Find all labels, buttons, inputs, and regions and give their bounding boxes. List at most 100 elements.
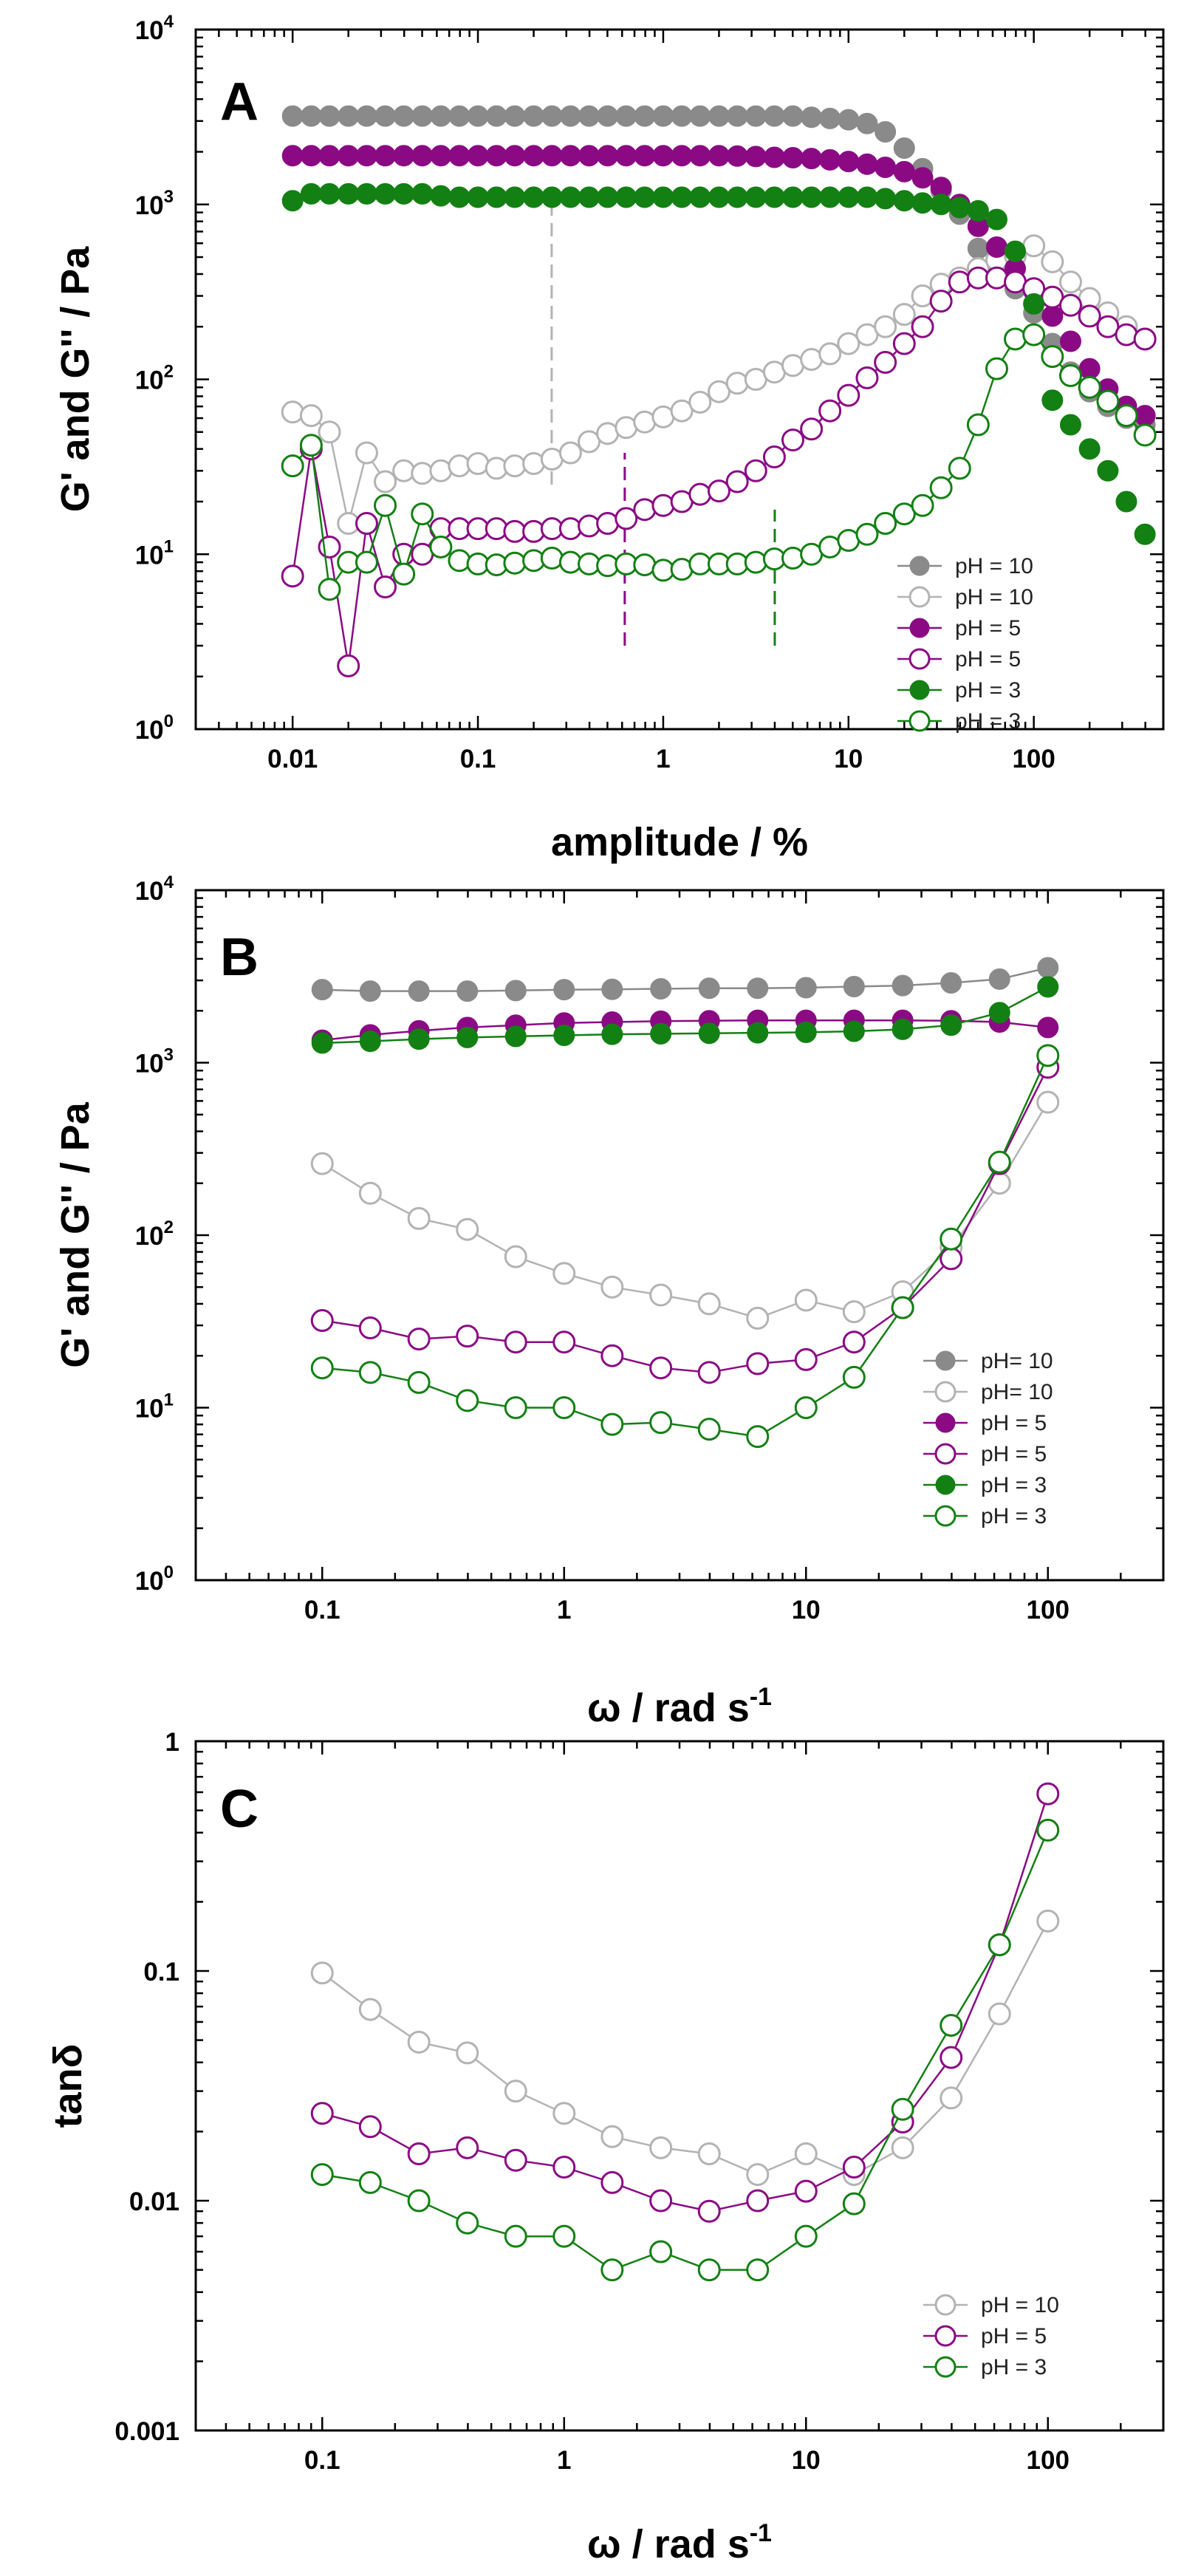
x-axis-title: ω / rad s-1 [587,1683,772,1730]
data-point [988,968,1010,990]
legend-label: pH = 3 [955,709,1021,734]
data-point [940,2086,963,2110]
data-point [597,145,619,167]
data-point [893,137,915,159]
data-point [338,182,360,205]
data-point [744,459,767,482]
data-point [600,2258,624,2282]
data-point [456,1389,479,1412]
data-point [763,146,785,168]
series-line [322,985,1049,1045]
data-point [467,145,489,167]
data-point [485,105,507,127]
data-point [801,186,823,208]
legend-label: pH = 3 [981,1473,1047,1497]
data-point [456,1026,479,1048]
data-point [281,564,304,588]
legend-label: pH = 10 [955,585,1033,609]
data-point [649,2189,673,2213]
data-point [1036,1044,1060,1067]
data-point [670,399,694,423]
data-point [838,151,860,173]
series-pH3-loss [310,1818,1060,2282]
data-point [1041,345,1064,369]
data-point [596,512,620,536]
data-point [747,1022,769,1044]
data-point [407,2142,431,2166]
series-pH3-loss [281,323,1157,601]
data-point [541,105,563,127]
data-point [708,186,730,208]
data-point [794,1396,818,1419]
data-point [874,512,897,536]
legend-label: pH = 5 [981,2324,1047,2348]
legend-marker [935,1475,956,1495]
data-point [985,208,1007,230]
data-point [708,105,730,127]
data-point [966,413,990,437]
data-point [911,284,934,308]
data-point [1036,1090,1060,1114]
data-point [649,1411,673,1435]
x-tick-label: 0.1 [460,745,496,773]
data-point [940,2046,963,2069]
data-point [652,186,674,208]
data-point [988,2002,1011,2026]
data-point [746,1352,770,1376]
data-point [448,454,471,478]
data-point [649,2136,673,2159]
panel-letter: B [220,928,259,987]
data-point [698,977,720,1000]
data-point [504,2148,527,2172]
legend-label: pH= 10 [981,1380,1053,1404]
data-point [615,186,637,208]
legend-marker [934,2356,957,2378]
data-point [359,980,381,1002]
data-point [456,980,479,1002]
data-point [948,457,971,480]
data-point [988,1150,1011,1174]
data-point [698,1022,720,1045]
data-point [856,153,878,175]
data-point [795,1021,817,1043]
data-point [819,107,841,129]
data-point [697,1292,721,1316]
data-point [456,2211,479,2235]
data-point [745,105,767,127]
data-point [843,976,865,998]
legend-label: pH = 3 [981,2355,1047,2379]
data-point [467,105,489,127]
data-point [578,430,601,454]
x-tick-label: 1 [557,2446,571,2475]
data-point [318,105,341,127]
data-point [633,410,657,434]
series-line [322,1067,1049,1374]
data-point [552,2156,576,2179]
data-point [429,535,453,558]
data-point [601,978,623,1000]
data-point [1078,375,1101,399]
data-point [281,105,304,127]
data-point [746,2258,770,2282]
legend-label: pH = 10 [981,2293,1059,2317]
x-tick-label: 1 [656,745,670,773]
data-point [456,1217,479,1241]
legend-label: pH = 3 [981,1504,1047,1528]
legend-marker [934,1381,957,1403]
data-point [746,1306,770,1330]
legend-marker [908,586,931,608]
y-tick-label: 0.1 [143,1958,179,1986]
data-point [552,1396,576,1419]
data-point [411,105,434,127]
data-point [374,182,397,205]
data-point [504,1025,527,1048]
data-point [504,186,526,208]
data-point [875,188,897,210]
series-pH5-loss [310,1782,1060,2223]
data-point [856,186,878,208]
data-point [407,1370,431,1394]
data-point [541,145,563,167]
series-line [322,1055,1049,1438]
data-point [697,1418,721,1441]
data-point [988,1933,1011,1957]
